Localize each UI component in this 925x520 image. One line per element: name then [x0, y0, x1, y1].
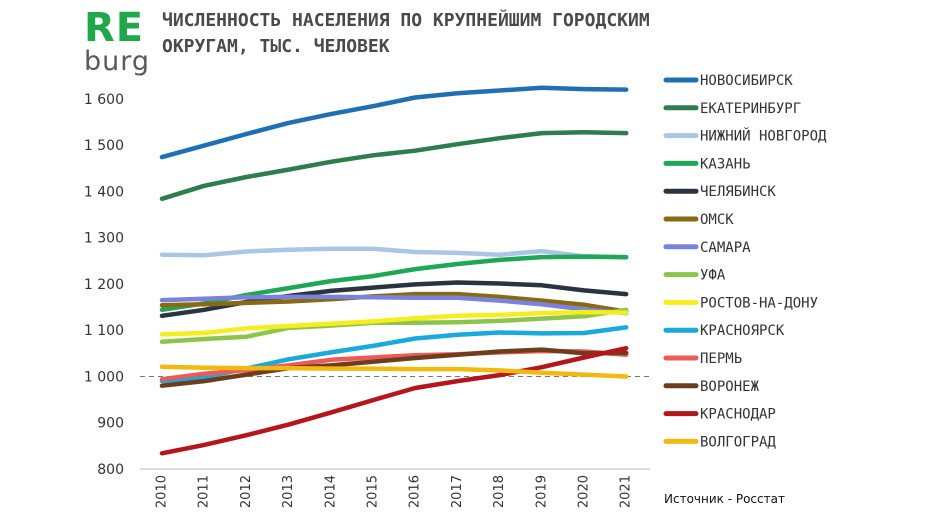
chart-title-line-1: ЧИСЛЕННОСТЬ НАСЕЛЕНИЯ ПО КРУПНЕЙШИМ ГОРО…: [162, 10, 650, 31]
legend-label: ВОЛГОГРАД: [700, 434, 776, 450]
source-note: Источник - Росстат: [664, 492, 785, 506]
legend-label: КРАСНОДАР: [700, 407, 776, 423]
y-tick-label: 1 200: [84, 277, 124, 293]
reburg-logo: RE burg: [84, 8, 154, 78]
series-line: [159, 291, 629, 314]
x-tick-label: 2017: [450, 475, 465, 508]
series-line: [159, 246, 629, 260]
legend-label: НИЖНИЙ НОВГОРОД: [700, 127, 827, 145]
y-tick-label: 1 300: [84, 231, 124, 247]
x-tick-label: 2013: [281, 475, 296, 508]
legend-label: УФА: [700, 268, 726, 284]
legend-label: ПЕРМЬ: [700, 351, 742, 367]
x-tick-label: 2018: [492, 475, 507, 508]
logo-burg: burg: [84, 46, 151, 77]
legend-label: ВОРОНЕЖ: [700, 379, 760, 395]
chart-legend: НОВОСИБИРСК ЕКАТЕРИНБУРГ НИЖНИЙ НОВГОРОД КА…: [663, 73, 827, 450]
x-tick-label: 2020: [577, 475, 592, 508]
y-tick-label: 1 500: [84, 138, 124, 154]
y-tick-label: 1 000: [84, 369, 124, 385]
x-tick-label: 2011: [197, 475, 212, 508]
legend-label: РОСТОВ-НА-ДОНУ: [700, 295, 818, 311]
chart-series-lines: [159, 85, 629, 456]
legend-label: САМАРА: [700, 240, 751, 256]
y-tick-label: 900: [97, 416, 124, 432]
series-line: [159, 307, 629, 345]
y-tick-label: 1 600: [84, 92, 124, 108]
series-line: [159, 294, 629, 316]
series-line: [159, 85, 629, 160]
series-line: [159, 345, 629, 456]
logo-re: RE: [84, 5, 145, 51]
y-tick-label: 1 400: [84, 184, 124, 200]
x-tick-label: 2014: [323, 475, 338, 508]
y-tick-label: 1 100: [84, 323, 124, 339]
x-tick-label: 2016: [408, 475, 423, 508]
x-tick-label: 2010: [155, 475, 170, 508]
x-tick-label: 2015: [366, 475, 381, 508]
x-tick-label: 2021: [619, 475, 634, 508]
chart-title: ЧИСЛЕННОСТЬ НАСЕЛЕНИЯ ПО КРУПНЕЙШИМ ГОРО…: [162, 8, 782, 60]
y-tick-label: 800: [97, 462, 124, 478]
legend-label: ЕКАТЕРИНБУРГ: [700, 101, 801, 117]
series-line: [159, 309, 629, 337]
legend-label: КАЗАНЬ: [700, 156, 751, 172]
x-tick-label: 2012: [239, 475, 254, 508]
legend-label: НОВОСИБИРСК: [700, 73, 793, 89]
legend-label: ОМСК: [700, 212, 734, 228]
legend-label: КРАСНОЯРСК: [700, 323, 785, 339]
x-tick-label: 2019: [534, 475, 549, 508]
series-line: [159, 364, 629, 379]
series-line: [159, 129, 629, 202]
chart-title-line-2: ОКРУГАМ, ТЫС. ЧЕЛОВЕК: [162, 36, 390, 57]
series-line: [159, 347, 629, 388]
chart-axes: 800 900 1 000 1 100 1 200 1 300 1 400 1 500 1 60…: [84, 92, 650, 508]
legend-label: ЧЕЛЯБИНСК: [700, 184, 776, 200]
